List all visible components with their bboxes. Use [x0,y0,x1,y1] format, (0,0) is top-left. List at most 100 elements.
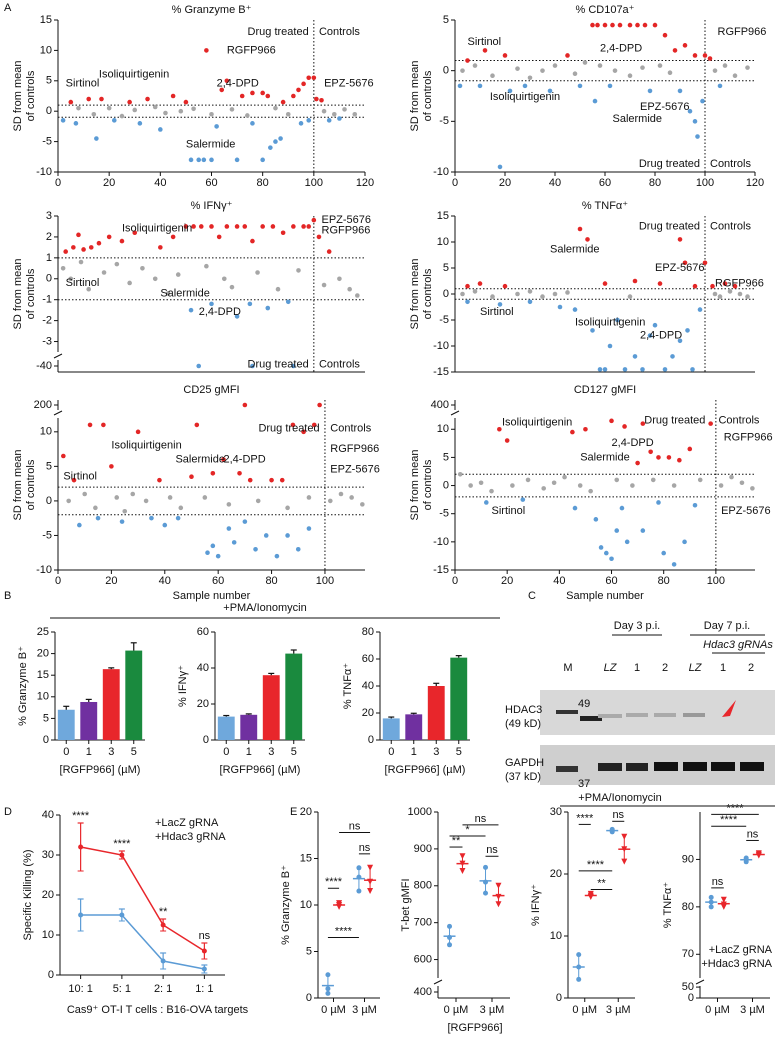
data-point [356,874,362,880]
data-point [298,121,304,126]
x-tick-label: 0 [55,177,61,189]
data-point [119,113,125,119]
data-point [661,550,666,556]
x-tick-label: 1 [411,746,417,758]
data-point [285,299,291,305]
data-point [682,539,687,545]
data-point [602,22,608,28]
significance: **** [587,859,605,871]
data-point [497,164,503,170]
x-tick-label: 20 [103,177,115,189]
data-point [260,157,265,163]
data-point [189,474,194,480]
data-point [170,93,176,99]
data-point [687,108,693,114]
data-point [732,73,738,79]
data-point [194,422,200,428]
data-point [96,240,102,246]
data-point [640,65,645,70]
chart-title: % TNFα⁺ [582,200,628,212]
y-tick-label: 15 [437,210,449,222]
data-point [737,291,743,297]
data-point [510,483,515,488]
data-point [265,305,271,311]
y-tick-label: 2 [46,231,52,243]
data-point [325,990,331,996]
data-point [275,286,281,292]
y-tick-label: 80 [362,626,374,638]
data-point [250,363,255,369]
data-point [527,299,533,305]
data-point [602,367,608,372]
data-point [160,922,166,928]
significance: **** [113,838,131,850]
y-tick-label: 20 [362,707,374,719]
y-tick-label: 15 [40,14,52,26]
data-point [632,278,638,284]
bar [217,716,235,740]
data-point [604,550,609,556]
data-point [551,480,557,486]
y-tick-label: 0 [306,992,312,1004]
annotation: Controls [330,422,371,434]
data-point [242,519,248,524]
data-point [465,299,470,305]
x-tick-label: 100 [305,177,323,189]
annotation: RGFP966 [724,432,773,444]
data-point [162,522,168,528]
data-point [477,83,483,89]
data-line [80,914,205,970]
annotation: Controls [319,26,360,38]
row-sublabel: (49 kD) [505,718,541,730]
annotation: RGFP966 [718,26,767,38]
significance: ns [199,930,211,942]
data-point [459,853,466,860]
data-point [614,528,620,533]
data-point [198,224,204,229]
x-tick-label: 10: 1 [68,983,92,995]
x-axis-label: Sample number [566,590,644,602]
data-point [73,121,79,126]
panel-label: E [290,806,297,818]
data-point [621,858,628,865]
axis-break [450,410,460,416]
data-point [101,270,107,275]
data-point [527,75,533,81]
annotation: Salermide [580,451,630,463]
y-axis-label: SD from mean [12,61,24,132]
data-point [708,421,713,426]
data-point [60,118,66,123]
x-tick-label: 0 µM [321,1004,346,1016]
shared-x-label: [RGFP966] [447,1022,502,1034]
x-tick-label: 100 [316,575,334,587]
data-point [242,402,248,408]
data-point [702,260,708,266]
y-axis-label: of controls [25,70,37,121]
data-point [572,505,578,511]
hdac3-band [626,713,648,717]
data-point [720,896,727,903]
significance: ns [359,842,371,854]
y-tick-label: 0 [203,734,209,746]
data-point [234,224,240,229]
data-point [712,291,718,297]
y-tick-label: 70 [682,948,694,960]
data-point [209,111,214,117]
data-point [712,68,718,73]
gapdh-band [711,762,735,771]
data-point [152,276,158,282]
data-point [106,105,112,111]
data-point [130,491,136,497]
bar [382,718,400,740]
data-point [158,245,163,250]
data-point [319,97,324,103]
annotation: Controls [710,158,751,170]
data-point [460,68,465,73]
y-tick-label: 0 [368,734,374,746]
y-tick-label: 5 [306,945,312,957]
annotation: Isoliquirtigenin [575,317,645,329]
data-point [632,354,638,359]
x-tick-label: 1 [246,746,252,758]
data-point [224,78,230,84]
data-point [336,900,343,907]
